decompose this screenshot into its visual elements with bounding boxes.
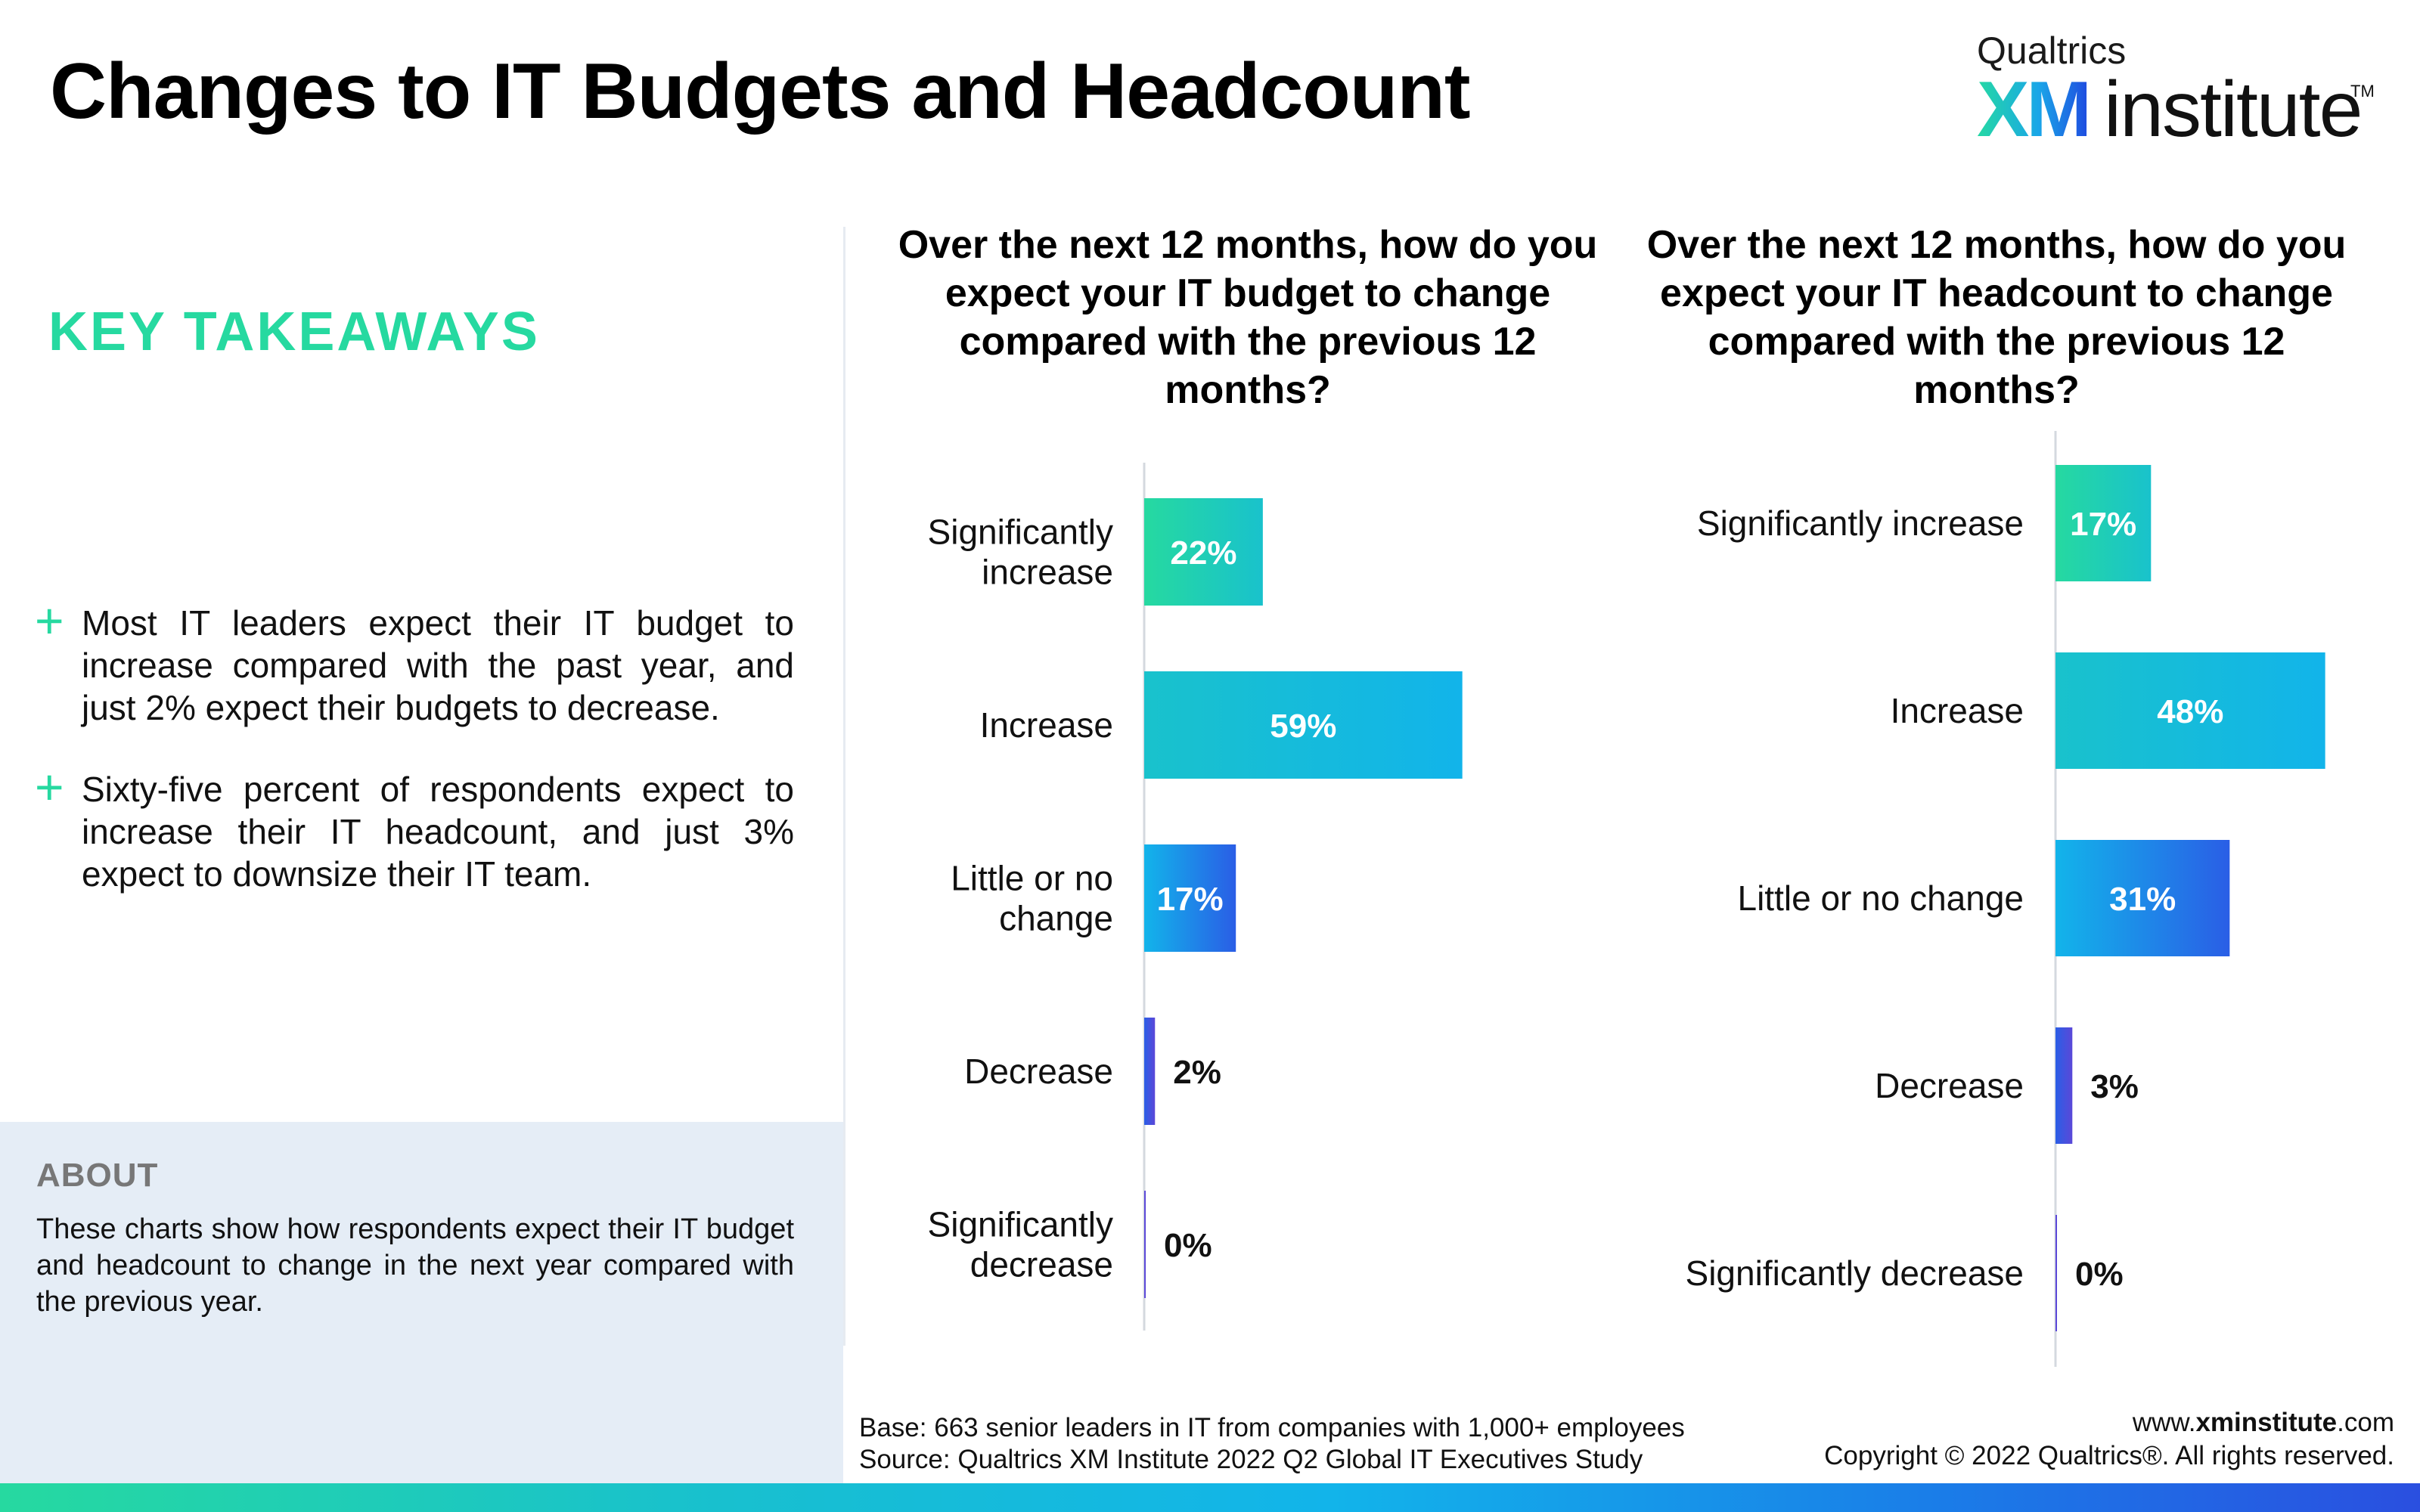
- bar-budget-4: [1144, 1191, 1146, 1298]
- category-label: Little or no: [951, 859, 1113, 898]
- plus-icon: +: [35, 759, 64, 815]
- category-label: Increase: [980, 705, 1113, 745]
- footer-url-link[interactable]: www.xminstitute.com: [2132, 1408, 2394, 1437]
- about-title: ABOUT: [36, 1157, 159, 1194]
- value-label: 0%: [2075, 1256, 2124, 1293]
- category-label: Increase: [1891, 691, 2024, 730]
- value-label: 3%: [2090, 1068, 2139, 1105]
- bar-headcount-4: [2055, 1215, 2057, 1331]
- bar-headcount-1: [2055, 652, 2325, 769]
- chart-title-headcount: Over the next 12 months, how do you expe…: [1646, 223, 2347, 412]
- category-label: change: [999, 899, 1113, 938]
- takeaway-text: Most IT leaders expect their IT budget t…: [82, 603, 794, 727]
- category-label: Significantly decrease: [1686, 1253, 2024, 1293]
- logo-qualtrics-text: Qualtrics: [1977, 29, 2127, 72]
- logo-xm-text: XM: [1977, 66, 2092, 153]
- footer-source-text: Source: Qualtrics XM Institute 2022 Q2 G…: [859, 1445, 1643, 1474]
- value-label: 31%: [2109, 881, 2176, 918]
- xm-institute-logo: Qualtrics XM institute TM: [1977, 29, 2375, 153]
- value-label: 17%: [2070, 506, 2136, 543]
- value-label: 48%: [2157, 693, 2223, 730]
- brand-gradient-strip: [0, 1483, 2420, 1512]
- logo-institute-text: institute: [2104, 66, 2363, 153]
- bar-headcount-2: [2055, 840, 2230, 956]
- footer-base-text: Base: 663 senior leaders in IT from comp…: [859, 1413, 1685, 1442]
- category-label: Significantly increase: [1697, 503, 2024, 543]
- takeaway-item: + Sixty-five percent of respondents expe…: [35, 762, 794, 895]
- value-label: 2%: [1173, 1054, 1221, 1091]
- category-label: Decrease: [964, 1052, 1113, 1091]
- bar-headcount-3: [2055, 1027, 2073, 1144]
- takeaway-item: + Most IT leaders expect their IT budget…: [35, 596, 794, 729]
- takeaway-text: Sixty-five percent of respondents expect…: [82, 770, 794, 894]
- key-takeaways-heading: KEY TAKEAWAYS: [48, 302, 540, 362]
- bar-budget-2: [1144, 844, 1236, 952]
- about-panel: ABOUT These charts show how respondents …: [0, 1122, 843, 1486]
- category-label: Significantly: [928, 513, 1113, 552]
- value-label: 59%: [1270, 708, 1336, 745]
- footer-copyright-text: Copyright © 2022 Qualtrics®. All rights …: [1824, 1441, 2394, 1470]
- category-label: Significantly: [928, 1205, 1113, 1244]
- bar-headcount-0: [2055, 465, 2152, 581]
- footer-copyright: www.xminstitute.com Copyright © 2022 Qua…: [1824, 1406, 2394, 1473]
- value-label: 0%: [1164, 1227, 1212, 1264]
- value-label: 17%: [1157, 881, 1224, 918]
- page-title: Changes to IT Budgets and Headcount: [50, 48, 1471, 135]
- category-label: increase: [982, 553, 1113, 592]
- category-label: Decrease: [1875, 1066, 2024, 1105]
- category-label: Little or no change: [1738, 878, 2024, 918]
- footer-source-note: Base: 663 senior leaders in IT from comp…: [859, 1412, 1685, 1476]
- bar-budget-0: [1144, 498, 1263, 606]
- plus-icon: +: [35, 593, 64, 649]
- bar-budget-1: [1144, 671, 1463, 779]
- category-label: decrease: [970, 1245, 1113, 1284]
- chart-title-budget: Over the next 12 months, how do you expe…: [898, 223, 1598, 412]
- section-divider: [843, 227, 845, 1346]
- bar-budget-3: [1144, 1018, 1156, 1125]
- value-label: 22%: [1170, 534, 1236, 572]
- about-text: These charts show how respondents expect…: [36, 1213, 794, 1318]
- logo-trademark: TM: [2350, 82, 2375, 101]
